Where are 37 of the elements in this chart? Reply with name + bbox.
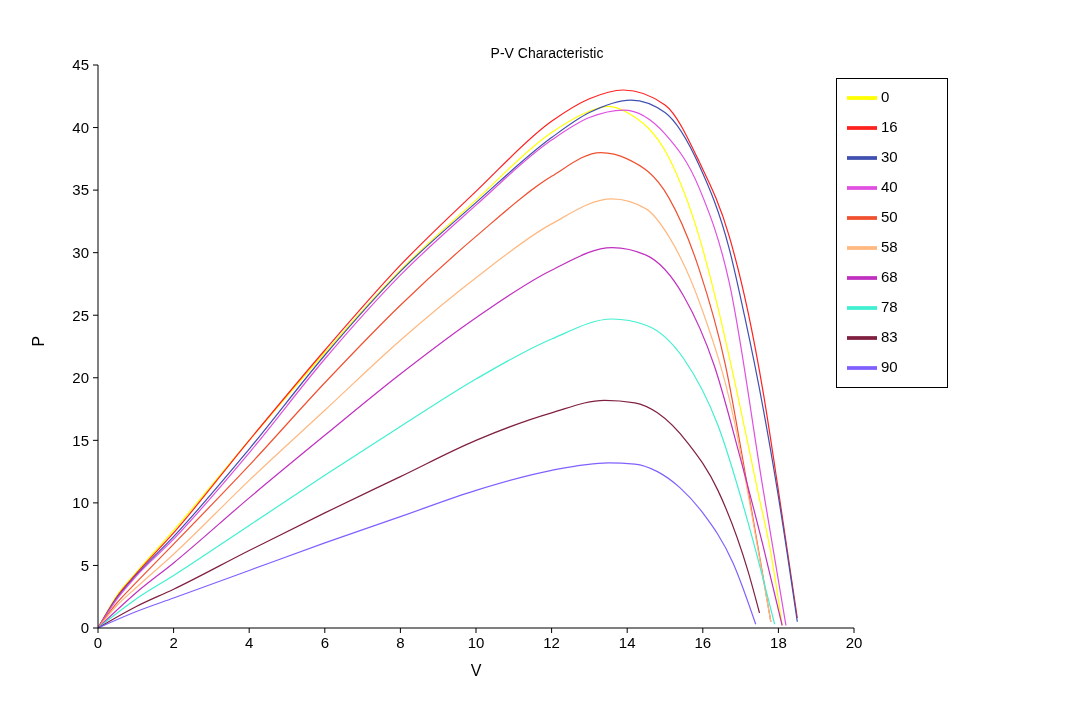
legend-label: 16 xyxy=(881,117,898,135)
legend-label: 78 xyxy=(881,297,898,315)
y-tick-label: 45 xyxy=(72,56,89,74)
x-tick-label: 6 xyxy=(320,633,329,651)
y-tick-label: 0 xyxy=(80,619,89,637)
line-series xyxy=(98,462,757,628)
y-tick-label: 40 xyxy=(72,118,89,136)
y-tick-label: 5 xyxy=(80,556,89,574)
x-axis-title: V xyxy=(470,662,482,679)
legend-label: 83 xyxy=(881,327,898,345)
legend-label: 0 xyxy=(881,87,890,105)
y-tick-label: 25 xyxy=(72,306,89,324)
line-series xyxy=(98,399,761,628)
y-tick-label: 10 xyxy=(72,494,89,512)
legend-label: 40 xyxy=(881,177,898,195)
x-tick-label: 8 xyxy=(396,633,405,651)
x-tick-label: 10 xyxy=(467,633,485,651)
x-tick-label: 20 xyxy=(845,633,863,651)
x-tick-label: 2 xyxy=(169,633,178,651)
x-tick-label: 0 xyxy=(93,633,103,651)
x-tick-label: 12 xyxy=(543,633,560,651)
chart-title: P-V Characteristic xyxy=(490,45,604,61)
legend-label: 58 xyxy=(881,237,898,255)
x-tick-label: 14 xyxy=(618,633,636,651)
y-tick-label: 15 xyxy=(72,431,89,449)
legend-label: 50 xyxy=(881,207,898,225)
x-tick-label: 18 xyxy=(770,633,787,651)
x-tick-label: 16 xyxy=(694,633,712,651)
line-series xyxy=(98,318,776,628)
y-tick-label: 35 xyxy=(72,181,89,199)
y-tick-label: 20 xyxy=(72,369,89,387)
legend-label: 30 xyxy=(881,147,898,165)
legend-label: 68 xyxy=(881,267,898,285)
y-axis-title: P xyxy=(29,335,47,347)
y-tick-label: 30 xyxy=(72,243,89,261)
legend-label: 90 xyxy=(881,357,898,375)
x-tick-label: 4 xyxy=(245,633,254,651)
